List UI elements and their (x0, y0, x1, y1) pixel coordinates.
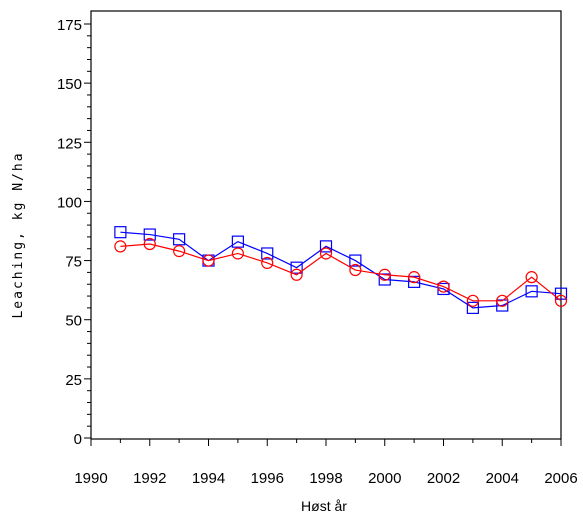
series-2 (114, 237, 568, 307)
x-tick-label: 2002 (427, 470, 460, 487)
y-axis-title: Leaching, kg N/ha (11, 151, 26, 318)
data-point-circle (143, 237, 156, 251)
x-tick-label: 2004 (486, 470, 519, 487)
data-point-circle (202, 254, 215, 267)
series-line (120, 231, 562, 309)
data-point-circle (525, 271, 538, 284)
data-point-square (173, 233, 186, 246)
series-1 (114, 226, 568, 314)
series-line (120, 243, 562, 302)
data-point-circle (554, 294, 568, 307)
data-point-circle (173, 245, 186, 258)
y-tick-label: 25 (65, 372, 82, 389)
data-point-circle (231, 247, 244, 260)
x-tick-label: 1990 (74, 470, 107, 487)
data-point-square (408, 275, 421, 288)
y-tick-label: 50 (65, 313, 82, 330)
y-tick-label: 100 (57, 194, 82, 211)
data-point-square (319, 240, 333, 253)
plot-frame (90, 10, 562, 440)
y-tick-label: 75 (65, 254, 82, 271)
data-point-circle (290, 268, 303, 281)
data-point-square (290, 261, 303, 274)
y-tick-label: 150 (57, 76, 82, 93)
data-point-circle (114, 240, 127, 253)
x-tick-label: 1996 (251, 470, 284, 487)
x-tick-label: 2006 (544, 470, 577, 487)
data-point-circle (496, 294, 509, 307)
data-point-square (349, 254, 362, 267)
data-point-circle (466, 294, 479, 307)
data-point-circle (437, 280, 450, 293)
y-tick-label: 0 (74, 431, 82, 448)
x-axis-title: Høst år (301, 498, 347, 514)
data-point-square (261, 247, 274, 260)
data-point-circle (349, 263, 362, 277)
x-axis: 1990 1992 1994 1996 1998 2000 2002 2004 2006 (74, 439, 578, 487)
x-tick-label: 2000 (368, 470, 401, 487)
data-point-circle (319, 247, 333, 260)
data-point-square (466, 301, 479, 314)
x-tick-label: 1994 (192, 470, 225, 487)
y-axis: 0 25 50 75 100 125 150 175 (57, 17, 91, 448)
data-point-square (231, 235, 244, 248)
data-point-square (525, 285, 538, 298)
data-point-circle (378, 268, 391, 281)
y-tick-label: 175 (57, 17, 82, 34)
data-point-square (143, 228, 156, 241)
y-tick-label: 125 (57, 135, 82, 152)
x-tick-label: 1998 (309, 470, 342, 487)
data-point-square (554, 287, 568, 300)
x-tick-label: 1992 (133, 470, 166, 487)
data-point-circle (408, 271, 421, 284)
data-point-square (378, 273, 391, 286)
data-point-circle (261, 256, 274, 270)
data-point-square (114, 226, 127, 239)
series-layer (114, 226, 568, 314)
